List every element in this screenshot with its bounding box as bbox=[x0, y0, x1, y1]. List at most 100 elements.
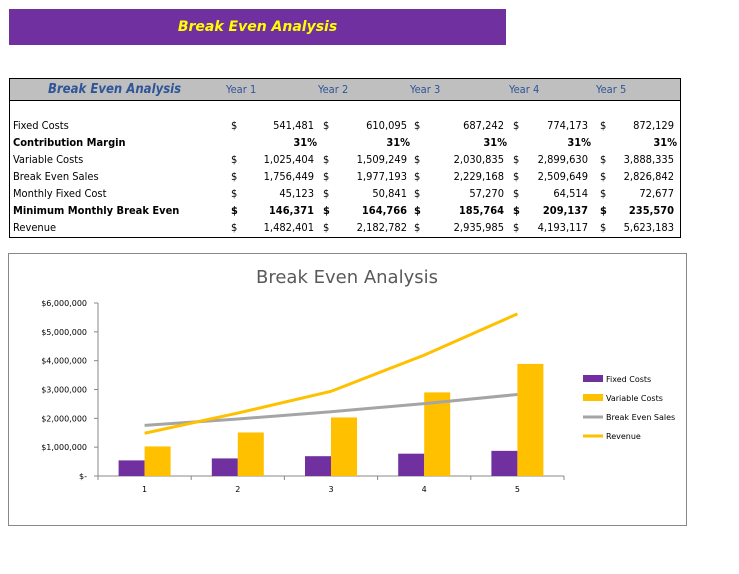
legend-label: Fixed Costs bbox=[606, 375, 651, 384]
y-tick-label: $5,000,000 bbox=[41, 328, 87, 337]
currency-symbol: $ bbox=[600, 204, 607, 217]
cell-value[interactable]: 31% bbox=[483, 136, 507, 149]
currency-symbol: $ bbox=[513, 187, 520, 200]
x-tick-label: 4 bbox=[422, 485, 427, 494]
row-label: Minimum Monthly Break Even bbox=[13, 204, 180, 217]
banner-title: Break Even Analysis bbox=[177, 19, 338, 35]
cell-value[interactable]: 185,764 bbox=[458, 204, 504, 217]
cell-value[interactable]: 2,030,835 bbox=[453, 153, 504, 166]
cell-value[interactable]: 57,270 bbox=[469, 187, 504, 200]
y-tick-label: $- bbox=[79, 472, 87, 481]
cell-value[interactable]: 5,623,183 bbox=[623, 221, 674, 234]
currency-symbol: $ bbox=[323, 204, 330, 217]
table-row: Contribution Margin 31% 31% 31% 31% 31% bbox=[10, 135, 680, 152]
y-tick-label: $4,000,000 bbox=[41, 357, 87, 366]
bar-fixed-costs bbox=[398, 453, 425, 476]
currency-symbol: $ bbox=[231, 119, 238, 132]
cell-value[interactable]: 2,899,630 bbox=[537, 153, 588, 166]
line-revenue bbox=[144, 312, 519, 435]
currency-symbol: $ bbox=[600, 170, 607, 183]
cell-value[interactable]: 50,841 bbox=[372, 187, 407, 200]
year-header: Year 4 bbox=[509, 83, 540, 96]
legend-swatch bbox=[583, 375, 603, 382]
y-tick-label: $3,000,000 bbox=[41, 386, 87, 395]
cell-value[interactable]: 2,229,168 bbox=[453, 170, 504, 183]
bar-variable-costs bbox=[237, 432, 264, 476]
row-label: Fixed Costs bbox=[13, 119, 69, 132]
row-label: Contribution Margin bbox=[13, 136, 126, 149]
currency-symbol: $ bbox=[414, 204, 421, 217]
currency-symbol: $ bbox=[231, 153, 238, 166]
cell-value[interactable]: 872,129 bbox=[633, 119, 674, 132]
y-tick-label: $6,000,000 bbox=[41, 299, 87, 308]
currency-symbol: $ bbox=[323, 119, 330, 132]
currency-symbol: $ bbox=[323, 221, 330, 234]
currency-symbol: $ bbox=[513, 153, 520, 166]
legend-label: Revenue bbox=[606, 432, 641, 441]
cell-value[interactable]: 235,570 bbox=[628, 204, 674, 217]
cell-value[interactable]: 2,182,782 bbox=[356, 221, 407, 234]
chart-title: Break Even Analysis bbox=[256, 267, 438, 288]
currency-symbol: $ bbox=[231, 187, 238, 200]
currency-symbol: $ bbox=[414, 187, 421, 200]
currency-symbol: $ bbox=[414, 170, 421, 183]
year-header: Year 5 bbox=[596, 83, 627, 96]
bar-fixed-costs bbox=[211, 458, 238, 476]
cell-value[interactable]: 164,766 bbox=[361, 204, 407, 217]
legend-swatch bbox=[583, 394, 603, 401]
table-row: Revenue $1,482,401 $2,182,782 $2,935,985 $4,… bbox=[10, 220, 680, 237]
cell-value[interactable]: 31% bbox=[653, 136, 677, 149]
bar-fixed-costs bbox=[118, 460, 145, 476]
table-row: Minimum Monthly Break Even $146,371 $164,7… bbox=[10, 203, 680, 220]
row-label: Variable Costs bbox=[13, 153, 84, 166]
break-even-table: Break Even Analysis Year 1 Year 2 Year 3 Ye… bbox=[9, 78, 681, 238]
cell-value[interactable]: 3,888,335 bbox=[623, 153, 674, 166]
cell-value[interactable]: 610,095 bbox=[366, 119, 407, 132]
cell-value[interactable]: 774,173 bbox=[547, 119, 588, 132]
cell-value[interactable]: 2,509,649 bbox=[537, 170, 588, 183]
title-banner: Break Even Analysis bbox=[9, 9, 506, 45]
year-header: Year 1 bbox=[226, 83, 257, 96]
y-tick-label: $2,000,000 bbox=[41, 414, 87, 423]
cell-value[interactable]: 1,977,193 bbox=[356, 170, 407, 183]
cell-value[interactable]: 1,025,404 bbox=[263, 153, 314, 166]
cell-value[interactable]: 541,481 bbox=[273, 119, 314, 132]
row-label: Revenue bbox=[13, 221, 57, 234]
bar-variable-costs bbox=[517, 363, 544, 476]
currency-symbol: $ bbox=[323, 170, 330, 183]
cell-value[interactable]: 1,756,449 bbox=[263, 170, 314, 183]
currency-symbol: $ bbox=[414, 119, 421, 132]
currency-symbol: $ bbox=[600, 221, 607, 234]
year-header: Year 3 bbox=[410, 83, 441, 96]
cell-value[interactable]: 45,123 bbox=[279, 187, 314, 200]
table-row: Fixed Costs $541,481 $610,095 $687,242 $774,… bbox=[10, 118, 680, 135]
table-row: Monthly Fixed Cost $45,123 $50,841 $57,270 $… bbox=[10, 186, 680, 203]
currency-symbol: $ bbox=[231, 170, 238, 183]
table-title: Break Even Analysis bbox=[48, 82, 182, 97]
row-label: Break Even Sales bbox=[13, 170, 99, 183]
bar-variable-costs bbox=[144, 446, 171, 476]
legend-label: Break Even Sales bbox=[606, 413, 675, 422]
currency-symbol: $ bbox=[231, 221, 238, 234]
bar-fixed-costs bbox=[305, 456, 331, 476]
cell-value[interactable]: 1,482,401 bbox=[263, 221, 314, 234]
cell-value[interactable]: 64,514 bbox=[553, 187, 588, 200]
cell-value[interactable]: 4,193,117 bbox=[537, 221, 588, 234]
currency-symbol: $ bbox=[414, 221, 421, 234]
cell-value[interactable]: 72,677 bbox=[639, 187, 674, 200]
cell-value[interactable]: 2,935,985 bbox=[453, 221, 504, 234]
cell-value[interactable]: 2,826,842 bbox=[623, 170, 674, 183]
cell-value[interactable]: 31% bbox=[567, 136, 591, 149]
cell-value[interactable]: 209,137 bbox=[542, 204, 588, 217]
cell-value[interactable]: 31% bbox=[293, 136, 317, 149]
cell-value[interactable]: 146,371 bbox=[268, 204, 314, 217]
cell-value[interactable]: 1,509,249 bbox=[356, 153, 407, 166]
currency-symbol: $ bbox=[231, 204, 238, 217]
bar-variable-costs bbox=[424, 392, 451, 476]
currency-symbol: $ bbox=[323, 153, 330, 166]
cell-value[interactable]: 687,242 bbox=[463, 119, 504, 132]
cell-value[interactable]: 31% bbox=[386, 136, 410, 149]
break-even-chart[interactable]: Break Even Analysis $- $1,000,000 $2,000,00… bbox=[8, 253, 687, 526]
currency-symbol: $ bbox=[513, 221, 520, 234]
x-tick-label: 1 bbox=[142, 485, 147, 494]
